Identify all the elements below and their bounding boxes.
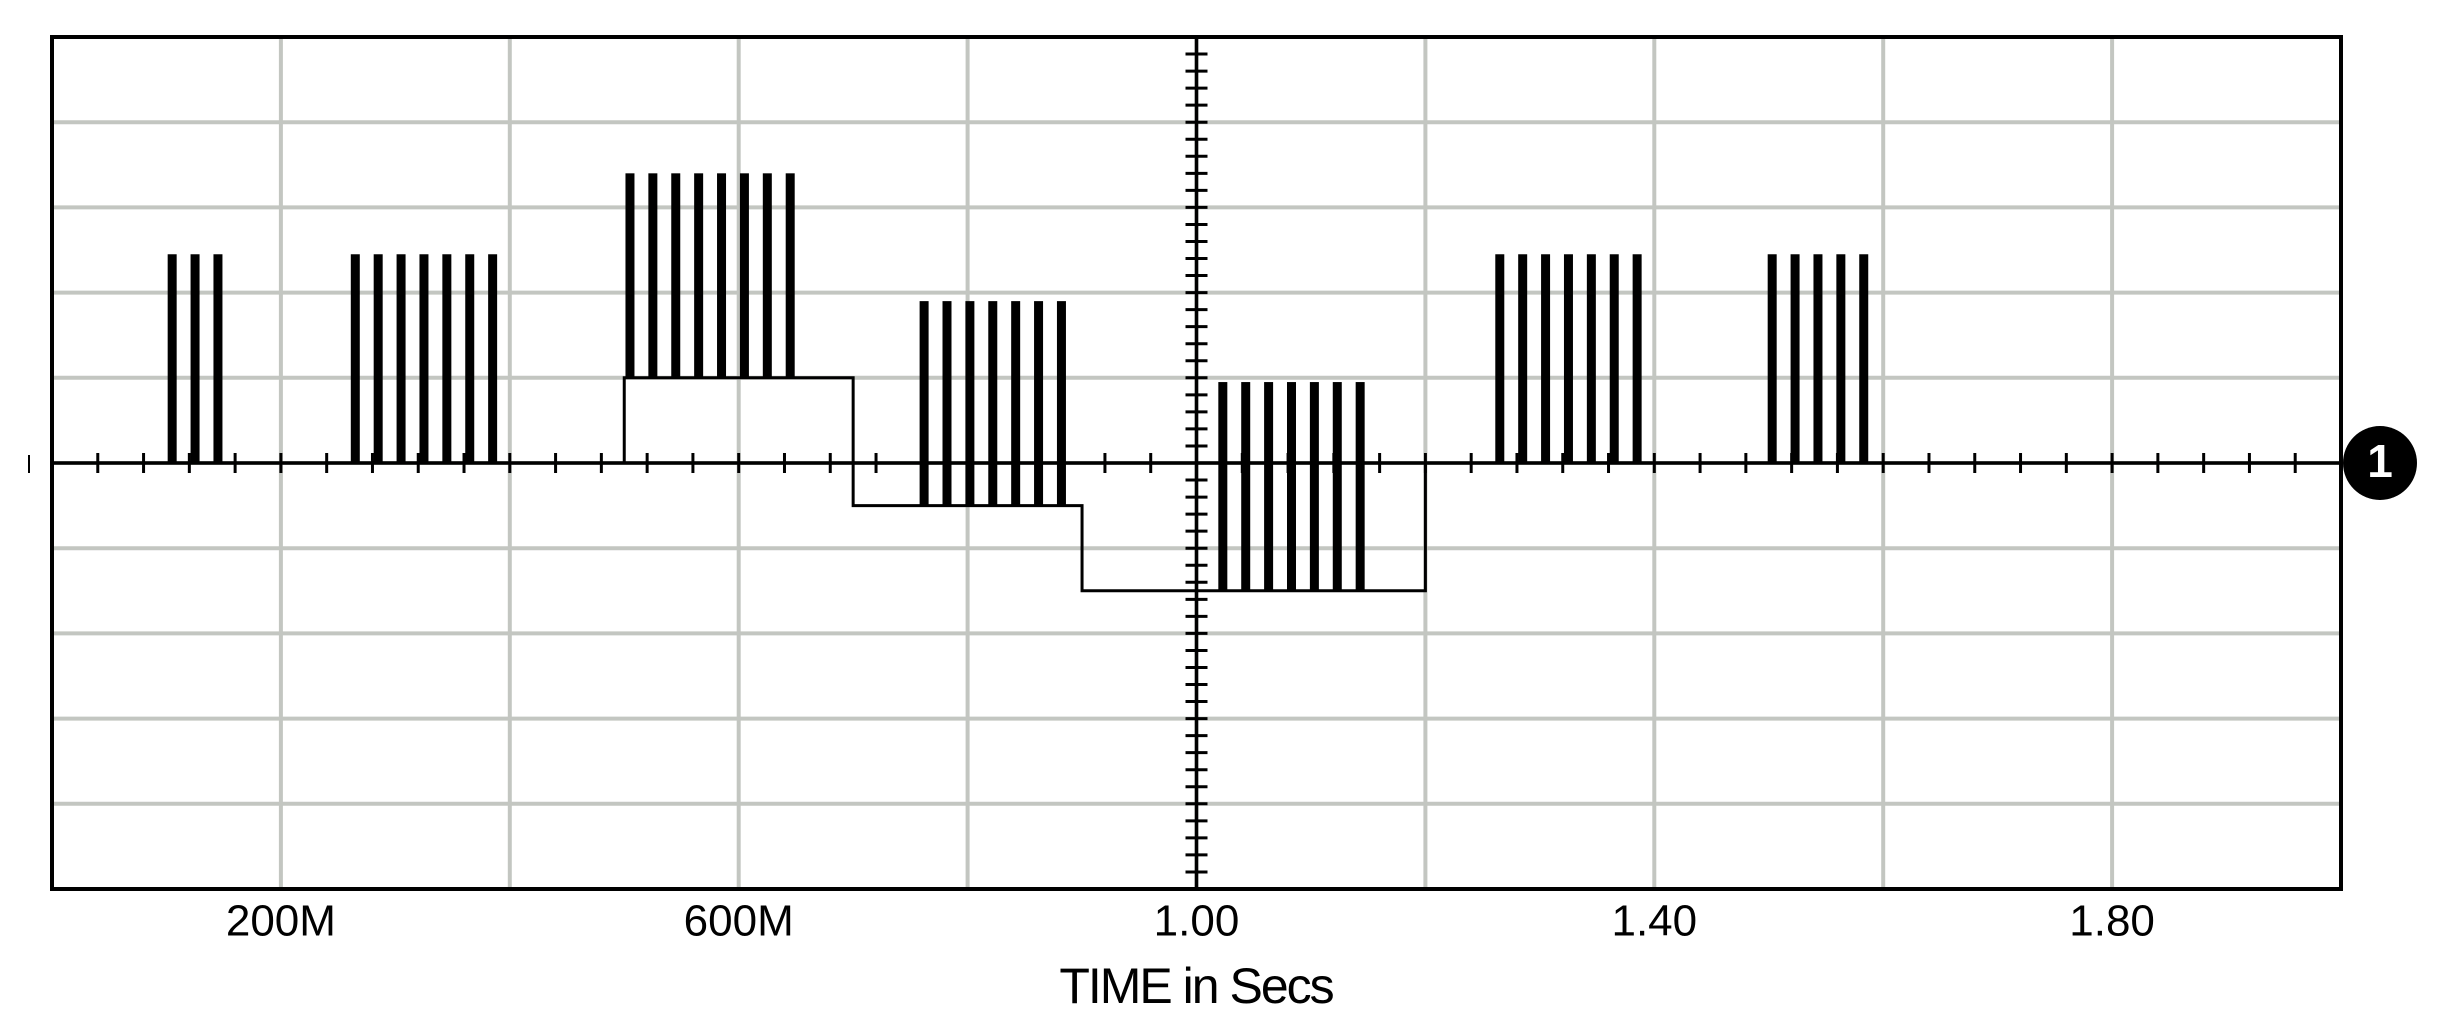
pulse <box>717 173 727 378</box>
pulse <box>942 301 952 506</box>
x-tick-label: 1.00 <box>1154 897 1240 946</box>
pulse <box>739 173 749 378</box>
pulse <box>1286 382 1296 591</box>
pulse <box>1790 254 1800 463</box>
pulse <box>1241 382 1251 591</box>
pulse <box>965 301 975 506</box>
pulse <box>1264 382 1274 591</box>
pulse <box>465 254 475 463</box>
pulse <box>1767 254 1777 463</box>
pulse <box>1609 254 1619 463</box>
x-tick-label: 600M <box>684 897 794 946</box>
x-axis-title: TIME in Secs <box>1059 958 1333 1014</box>
pulse <box>350 254 360 463</box>
pulse <box>419 254 429 463</box>
pulse <box>1813 254 1823 463</box>
pulse <box>1034 301 1044 506</box>
pulse <box>213 254 223 463</box>
pulse <box>167 254 177 463</box>
pulse <box>785 173 795 378</box>
pulse <box>1541 254 1551 463</box>
pulse <box>396 254 406 463</box>
pulse <box>1332 382 1342 591</box>
pulse <box>625 173 635 378</box>
trace-marker <box>2343 426 2417 500</box>
pulse <box>488 254 498 463</box>
pulse <box>1218 382 1228 591</box>
pulse <box>988 301 998 506</box>
pulse <box>694 173 704 378</box>
pulse <box>1632 254 1642 463</box>
pulse <box>919 301 929 506</box>
pulse <box>442 254 452 463</box>
pulse <box>1495 254 1505 463</box>
baseline-trace <box>52 376 2341 593</box>
pulse <box>1586 254 1596 463</box>
pulse <box>1355 382 1365 591</box>
pulse <box>190 254 200 463</box>
x-tick-label: 1.40 <box>1611 897 1697 946</box>
x-tick-label: 200M <box>226 897 336 946</box>
pulse <box>671 173 681 378</box>
pulse <box>1011 301 1021 506</box>
pulse <box>648 173 658 378</box>
x-tick-label: 1.80 <box>2069 897 2155 946</box>
pulse <box>1859 254 1869 463</box>
labels: 200M 600M 1.00 1.40 1.80 1 <box>226 426 2417 946</box>
pulse <box>762 173 772 378</box>
pulse <box>1309 382 1319 591</box>
pulse <box>1518 254 1528 463</box>
pulse <box>1056 301 1066 506</box>
trace <box>52 173 2341 593</box>
pulse <box>373 254 383 463</box>
trace-label: 1 <box>2367 435 2393 487</box>
pulse <box>1563 254 1573 463</box>
pulse <box>1836 254 1846 463</box>
